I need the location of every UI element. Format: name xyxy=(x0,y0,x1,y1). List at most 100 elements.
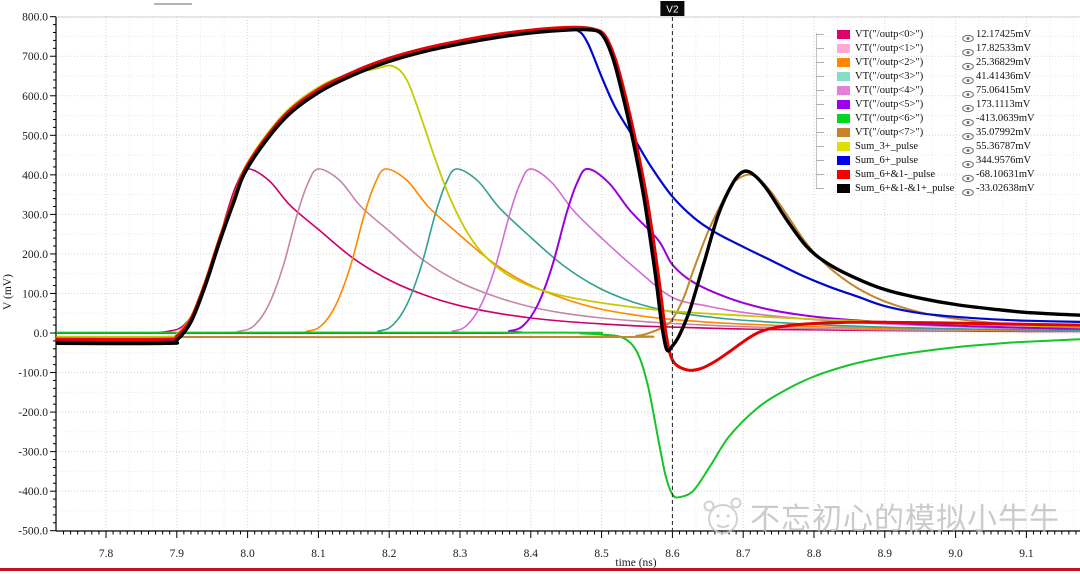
x-tick-label: 7.8 xyxy=(99,548,114,560)
trace-outp6[interactable] xyxy=(56,331,1080,499)
window-edge-artifact xyxy=(154,3,192,5)
eye-visibility-icon[interactable] xyxy=(962,100,974,118)
legend-trace-name[interactable]: Sum_6+_pulse xyxy=(855,154,919,166)
legend-color-swatch[interactable] xyxy=(837,183,850,193)
y-axis-title: V (mV) xyxy=(2,274,14,310)
legend-row-outp5[interactable]: VT("/outp<5>") 173.1113mV xyxy=(816,98,1078,112)
legend-row-sum6p1m[interactable]: Sum_6+&1-_pulse -68.10631mV xyxy=(816,168,1078,182)
x-tick-label: 8.5 xyxy=(594,548,609,560)
legend-trace-name[interactable]: VT("/outp<0>") xyxy=(855,28,924,40)
legend-color-swatch[interactable] xyxy=(837,85,850,95)
legend-color-swatch[interactable] xyxy=(837,155,850,165)
legend-color-swatch[interactable] xyxy=(837,71,850,81)
y-tick-label: 700.0 xyxy=(22,51,48,63)
legend-tick-dash xyxy=(816,131,824,133)
x-axis-title: time (ns) xyxy=(615,557,656,569)
legend-row-sum6p1m1p[interactable]: Sum_6+&1-&1+_pulse -33.02638mV xyxy=(816,182,1078,196)
x-tick-label: 8.4 xyxy=(524,548,539,560)
legend-trace-name[interactable]: Sum_6+&1-&1+_pulse xyxy=(855,182,955,194)
y-tick-label: -200.0 xyxy=(18,407,48,419)
legend-cursor-value: 55.36787mV xyxy=(976,140,1032,152)
legend-tick-dash xyxy=(816,159,824,161)
legend-cursor-value: -68.10631mV xyxy=(976,168,1035,180)
x-tick-label: 8.9 xyxy=(878,548,893,560)
legend-tick-dash xyxy=(816,117,824,119)
eye-visibility-icon[interactable] xyxy=(962,114,974,132)
legend-color-swatch[interactable] xyxy=(837,57,850,67)
legend-trace-name[interactable]: VT("/outp<6>") xyxy=(855,112,924,124)
x-tick-label: 8.2 xyxy=(382,548,397,560)
legend-color-swatch[interactable] xyxy=(837,99,850,109)
eye-visibility-icon[interactable] xyxy=(962,30,974,48)
traces xyxy=(56,25,1080,499)
y-tick-label: 200.0 xyxy=(22,249,48,261)
legend-trace-name[interactable]: VT("/outp<7>") xyxy=(855,126,924,138)
eye-visibility-icon[interactable] xyxy=(962,184,974,202)
x-tick-label: 8.7 xyxy=(736,548,751,560)
y-tick-label: -100.0 xyxy=(18,368,48,380)
legend-color-swatch[interactable] xyxy=(837,29,850,39)
y-tick-label: 400.0 xyxy=(22,170,48,182)
eye-visibility-icon[interactable] xyxy=(962,72,974,90)
trace-outp7[interactable] xyxy=(56,173,1080,339)
eye-visibility-icon[interactable] xyxy=(962,86,974,104)
legend-color-swatch[interactable] xyxy=(837,127,850,137)
eye-visibility-icon[interactable] xyxy=(962,142,974,160)
eye-visibility-icon[interactable] xyxy=(962,58,974,76)
trace-sum6p1m1p[interactable] xyxy=(56,27,1080,353)
legend-row-sum3p[interactable]: Sum_3+_pulse 55.36787mV xyxy=(816,140,1078,154)
y-tick-label: -400.0 xyxy=(18,486,48,498)
legend-tick-dash xyxy=(816,145,824,147)
legend-row-outp4[interactable]: VT("/outp<4>") 75.06415mV xyxy=(816,84,1078,98)
legend-cursor-value: 173.1113mV xyxy=(976,98,1031,110)
eye-visibility-icon[interactable] xyxy=(962,44,974,62)
legend-trace-name[interactable]: VT("/outp<4>") xyxy=(855,84,924,96)
legend-cursor-value: -413.0639mV xyxy=(976,112,1035,124)
legend-tick-dash xyxy=(816,61,824,63)
v2-marker-label: V2 xyxy=(666,5,679,16)
legend-cursor-value: -33.02638mV xyxy=(976,182,1035,194)
legend-cursor-value: 344.9576mV xyxy=(976,154,1032,166)
y-tick-label: 0.0 xyxy=(34,328,49,340)
eye-visibility-icon[interactable] xyxy=(962,128,974,146)
legend-color-swatch[interactable] xyxy=(837,43,850,53)
eye-visibility-icon[interactable] xyxy=(962,156,974,174)
legend-row-outp3[interactable]: VT("/outp<3>") 41.41436mV xyxy=(816,70,1078,84)
legend-trace-name[interactable]: Sum_3+_pulse xyxy=(855,140,919,152)
x-tick-label: 7.9 xyxy=(170,548,185,560)
legend-trace-name[interactable]: VT("/outp<2>") xyxy=(855,56,924,68)
legend-row-sum6p[interactable]: Sum_6+_pulse 344.9576mV xyxy=(816,154,1078,168)
legend-tick-dash xyxy=(816,89,824,91)
x-tick-label: 8.8 xyxy=(807,548,822,560)
legend-trace-name[interactable]: VT("/outp<1>") xyxy=(855,42,924,54)
legend-trace-name[interactable]: Sum_6+&1-_pulse xyxy=(855,168,936,180)
legend-tick-dash xyxy=(816,173,824,175)
y-tick-label: 100.0 xyxy=(22,288,48,300)
legend-tick-dash xyxy=(816,75,824,77)
trace-outp1[interactable] xyxy=(56,168,1080,334)
legend-row-outp2[interactable]: VT("/outp<2>") 25.36829mV xyxy=(816,56,1078,70)
v2-marker-label-box[interactable] xyxy=(660,1,685,16)
legend-trace-name[interactable]: VT("/outp<3>") xyxy=(855,70,924,82)
legend-color-swatch[interactable] xyxy=(837,141,850,151)
legend-row-outp7[interactable]: VT("/outp<7>") 35.07992mV xyxy=(816,126,1078,140)
y-tick-label: 600.0 xyxy=(22,91,48,103)
eye-visibility-icon[interactable] xyxy=(962,170,974,188)
legend-cursor-value: 41.41436mV xyxy=(976,70,1032,82)
legend-row-outp0[interactable]: VT("/outp<0>") 12.17425mV xyxy=(816,28,1078,42)
legend-cursor-value: 75.06415mV xyxy=(976,84,1032,96)
trace-outp3[interactable] xyxy=(56,168,1080,334)
legend-row-outp6[interactable]: VT("/outp<6>") -413.0639mV xyxy=(816,112,1078,126)
v2-marker: V2 xyxy=(660,1,685,531)
x-tick-label: 8.1 xyxy=(311,548,326,560)
legend-row-outp1[interactable]: VT("/outp<1>") 17.82533mV xyxy=(816,42,1078,56)
x-tick-label: 8.6 xyxy=(665,548,680,560)
legend-color-swatch[interactable] xyxy=(837,169,850,179)
x-tick-label: 8.0 xyxy=(240,548,255,560)
legend-color-swatch[interactable] xyxy=(837,113,850,123)
y-tick-label: -300.0 xyxy=(18,447,48,459)
legend-trace-name[interactable]: VT("/outp<5>") xyxy=(855,98,924,110)
y-tick-label: -500.0 xyxy=(18,526,48,538)
